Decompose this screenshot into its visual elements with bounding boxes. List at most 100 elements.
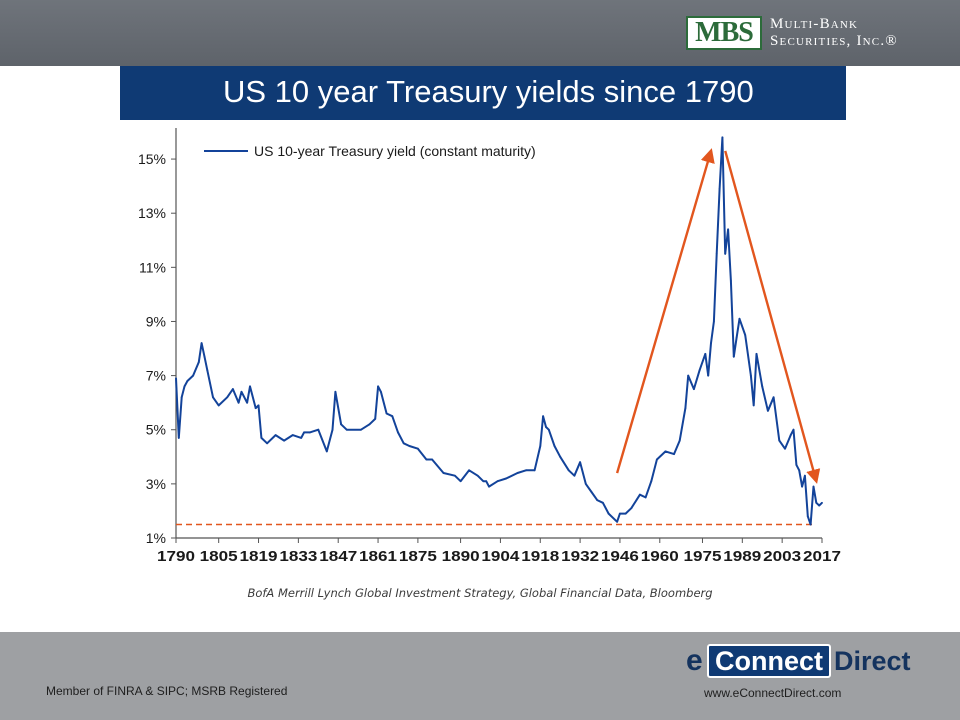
- yield-data-point: [488, 485, 490, 488]
- yield-data-point: [718, 187, 721, 190]
- yield-data-point: [818, 504, 821, 507]
- yield-data-point: [707, 374, 710, 377]
- yield-data-point: [397, 431, 399, 434]
- yield-data-point: [792, 428, 795, 431]
- x-tick-label: 1805: [200, 548, 238, 565]
- yield-data-point: [704, 353, 707, 355]
- yield-data-point: [476, 474, 479, 477]
- yield-data-point: [283, 439, 286, 442]
- y-tick-label: 13%: [138, 205, 166, 221]
- yield-data-point: [553, 445, 556, 447]
- yield-data-point: [584, 482, 587, 485]
- yield-data-point: [334, 390, 337, 393]
- yield-data-point: [601, 501, 604, 504]
- x-tick-label: 1875: [399, 548, 437, 565]
- yield-data-point: [525, 469, 527, 472]
- yield-data-point: [752, 404, 755, 407]
- yield-data-point: [738, 317, 741, 320]
- yield-data-point: [710, 342, 712, 345]
- yield-data-point: [533, 469, 536, 472]
- yield-data-point: [226, 396, 229, 399]
- yield-data-point: [331, 428, 334, 431]
- y-tick-label: 5%: [146, 422, 166, 438]
- yield-data-point: [767, 409, 769, 412]
- yield-data-point: [607, 512, 610, 515]
- yield-data-point: [744, 334, 747, 336]
- yield-data-point: [735, 336, 738, 339]
- yield-data-point: [496, 480, 499, 483]
- source-note: BofA Merrill Lynch Global Investment Str…: [247, 586, 713, 600]
- yield-data-point: [180, 396, 183, 399]
- econnectdirect-logo: e Connect Direct: [686, 644, 936, 680]
- yield-data-point: [630, 507, 633, 510]
- yield-data-point: [391, 415, 394, 418]
- yield-data-point: [821, 501, 823, 504]
- yield-data-point: [183, 385, 186, 388]
- mbs-logo: MBS Multi-Bank Securities, Inc.®: [686, 14, 946, 54]
- yield-data-point: [755, 353, 758, 355]
- footer-band: Member of FINRA & SIPC; MSRB Registered …: [0, 632, 960, 720]
- yield-data-point: [485, 480, 488, 483]
- yield-data-point: [798, 469, 801, 472]
- yield-data-point: [545, 426, 547, 428]
- yield-data-point: [237, 401, 240, 404]
- x-tick-label: 1975: [683, 548, 721, 565]
- yield-data-point: [590, 491, 593, 493]
- yield-data-point: [402, 442, 405, 445]
- yield-data-point: [727, 228, 729, 231]
- yield-data-point: [325, 450, 328, 453]
- y-tick-label: 7%: [146, 368, 166, 384]
- yield-data-point: [203, 355, 206, 358]
- yield-data-point: [732, 355, 735, 358]
- yield-data-point: [673, 453, 675, 455]
- yield-data-point: [186, 380, 189, 382]
- yield-data-point: [408, 445, 411, 447]
- yield-data-point: [656, 458, 658, 461]
- yield-data-point: [257, 404, 260, 407]
- yield-data-point: [616, 520, 619, 523]
- yield-data-point: [192, 374, 194, 377]
- yield-data-point: [644, 496, 647, 499]
- yield-data-point: [300, 436, 303, 439]
- yield-data-point: [360, 428, 362, 431]
- yield-data-point: [212, 396, 214, 399]
- yield-data-point: [249, 385, 251, 388]
- yield-data-point: [542, 415, 545, 418]
- trend-arrow: [724, 150, 821, 484]
- yield-data-point: [624, 512, 627, 515]
- y-tick-label: 1%: [146, 530, 166, 546]
- yield-data-point: [374, 418, 377, 420]
- yield-data-point: [812, 485, 815, 488]
- yield-data-point: [177, 436, 180, 439]
- yield-data-point: [459, 480, 462, 483]
- yield-data-point: [217, 404, 220, 407]
- yield-data-point: [712, 320, 715, 323]
- member-text: Member of FINRA & SIPC; MSRB Registered: [46, 684, 288, 698]
- yield-data-point: [303, 431, 305, 434]
- y-tick-label: 9%: [146, 313, 166, 329]
- yield-data-point: [379, 390, 382, 393]
- mbs-logo-name: Multi-Bank Securities, Inc.®: [770, 16, 898, 50]
- yield-data-point: [567, 469, 570, 472]
- x-tick-label: 1946: [601, 548, 639, 565]
- mbs-logo-mark: MBS: [686, 16, 762, 50]
- yield-data-point: [516, 472, 519, 474]
- yield-data-point: [232, 388, 234, 391]
- yield-data-point: [453, 474, 456, 477]
- econnectdirect-logo-direct: Direct: [834, 646, 911, 676]
- x-tick-label: 1960: [641, 548, 679, 565]
- yield-data-point: [619, 512, 621, 515]
- yield-data-point: [806, 515, 809, 518]
- yield-data-point: [442, 472, 445, 474]
- x-tick-label: 1790: [157, 548, 195, 565]
- yield-data-point: [721, 136, 724, 139]
- yield-data-point: [539, 445, 542, 447]
- yield-data-point: [761, 385, 764, 388]
- x-tick-label: 1819: [240, 548, 278, 565]
- yield-data-point: [795, 464, 798, 466]
- yield-data-point: [693, 388, 695, 391]
- legend-label: US 10-year Treasury yield (constant matu…: [254, 143, 536, 159]
- yield-data-point: [254, 407, 257, 409]
- trend-arrow: [615, 148, 715, 474]
- yield-data-point: [266, 442, 268, 445]
